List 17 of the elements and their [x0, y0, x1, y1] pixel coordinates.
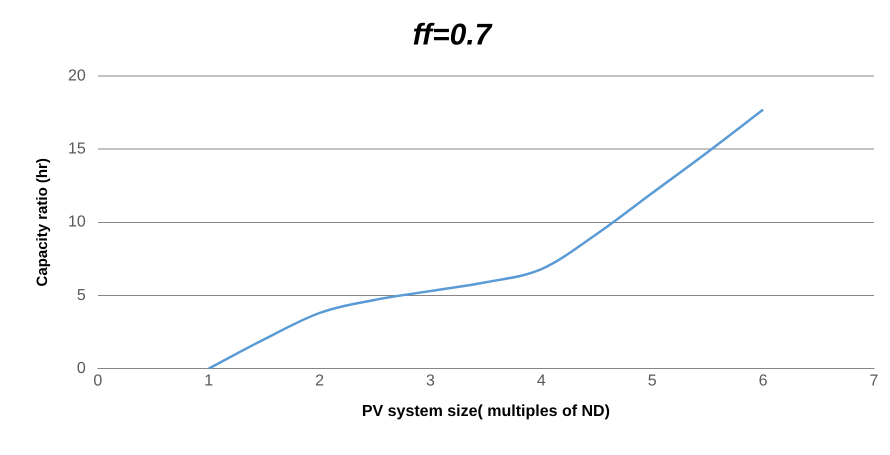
y-tick-label: 0 [76, 360, 86, 378]
x-tick-label: 2 [315, 372, 324, 390]
y-tick-label: 5 [76, 286, 86, 304]
x-tick-label: 5 [648, 372, 657, 390]
y-tick-label: 15 [68, 140, 86, 158]
x-tick-label: 1 [204, 372, 214, 390]
x-tick-label: 0 [93, 372, 102, 390]
x-axis-title: PV system size( multiples of ND) [362, 402, 610, 420]
x-tick-label: 3 [426, 372, 435, 390]
chart-title: ff=0.7 [412, 18, 493, 52]
line-series [207, 108, 764, 369]
y-axis-title: Capacity ratio (hr) [34, 158, 52, 286]
y-tick-label: 10 [68, 214, 86, 231]
y-tick-label: 20 [68, 67, 86, 84]
x-tick-label: 6 [758, 372, 768, 390]
x-tick-label: 4 [536, 372, 546, 390]
x-tick-label: 7 [870, 372, 879, 390]
